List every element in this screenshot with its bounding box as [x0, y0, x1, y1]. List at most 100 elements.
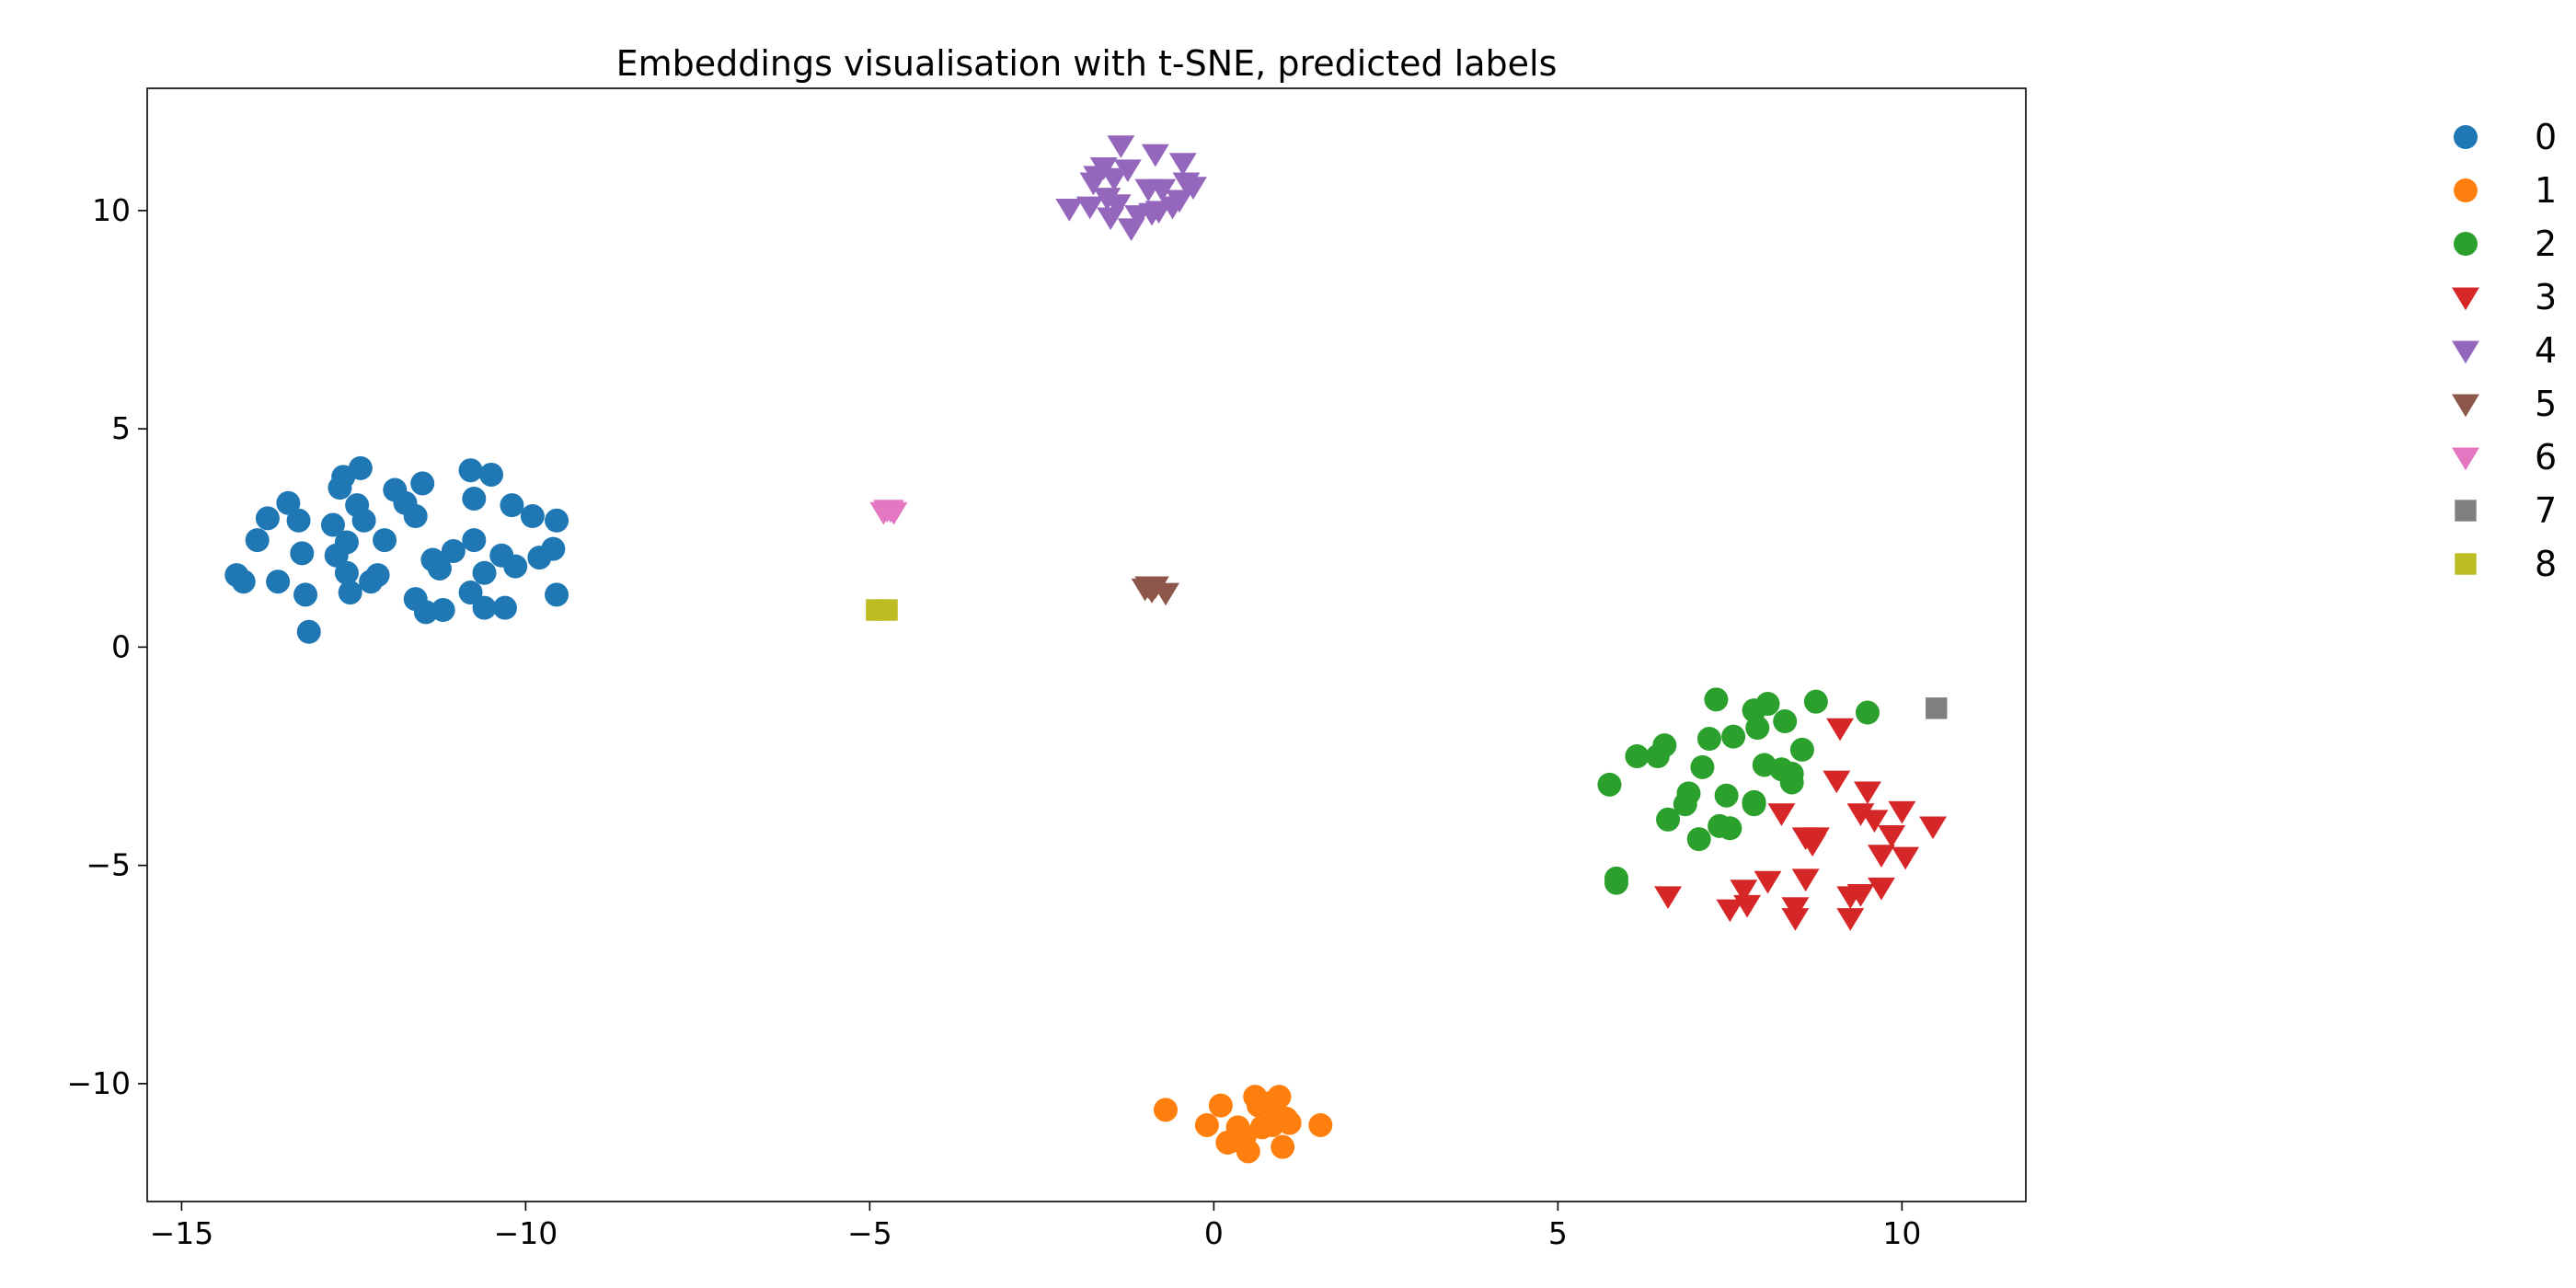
data-point-series-3 [1823, 770, 1851, 794]
data-point-series-0 [351, 508, 376, 533]
data-point-series-2 [1704, 687, 1729, 712]
data-point-series-3 [1919, 816, 1947, 840]
data-point-series-0 [545, 582, 569, 607]
data-point-series-0 [296, 619, 321, 644]
data-point-series-0 [503, 554, 528, 579]
data-point-series-2 [1696, 727, 1721, 752]
legend-item-3: 3 [2452, 277, 2557, 317]
x-tick-label: 10 [1882, 1215, 1921, 1251]
data-point-series-0 [348, 455, 373, 480]
legend-label-7: 7 [2535, 490, 2557, 531]
data-point-series-4 [1055, 199, 1084, 222]
data-point-series-0 [520, 504, 545, 529]
data-point-series-2 [1676, 781, 1701, 806]
legend-label-2: 2 [2535, 224, 2557, 264]
data-point-series-4 [1138, 202, 1167, 226]
data-point-series-2 [1656, 807, 1681, 832]
data-point-series-0 [427, 556, 452, 581]
data-point-series-0 [365, 563, 390, 588]
data-point-series-2 [1686, 827, 1711, 852]
series-3-group [1654, 718, 1947, 931]
data-point-series-2 [1652, 733, 1677, 758]
data-point-series-2 [1773, 709, 1798, 734]
data-point-series-0 [545, 508, 569, 533]
legend-item-6: 6 [2452, 437, 2557, 477]
points-layer [224, 135, 1948, 1164]
data-point-series-0 [441, 538, 466, 563]
series-8-group [866, 599, 898, 621]
data-point-series-8 [876, 599, 898, 621]
data-point-series-1 [1154, 1098, 1179, 1122]
data-point-series-3 [1888, 800, 1916, 824]
data-point-series-1 [1267, 1085, 1292, 1110]
data-point-series-3 [1781, 908, 1810, 931]
data-point-series-0 [231, 569, 256, 594]
data-point-series-0 [276, 490, 301, 515]
data-point-series-0 [500, 493, 524, 518]
data-point-series-2 [1718, 816, 1742, 841]
data-point-series-3 [1836, 908, 1865, 931]
data-point-series-1 [1277, 1110, 1302, 1135]
data-point-series-0 [286, 508, 311, 533]
data-point-series-0 [458, 581, 483, 605]
data-point-series-5 [1152, 582, 1179, 606]
series-6-group [869, 500, 908, 525]
series-0-group [224, 455, 569, 644]
data-point-series-3 [1854, 781, 1881, 805]
data-point-series-2 [1721, 724, 1746, 749]
data-point-series-0 [431, 598, 455, 623]
data-point-series-2 [1597, 772, 1622, 797]
data-point-series-4 [1113, 159, 1142, 182]
data-point-series-1 [1308, 1112, 1333, 1137]
y-tick-label: −5 [86, 847, 131, 883]
legend-label-5: 5 [2535, 384, 2557, 424]
legend-label-4: 4 [2535, 330, 2557, 371]
data-point-series-4 [1099, 167, 1128, 191]
legend-label-0: 0 [2535, 117, 2557, 157]
data-point-series-0 [458, 458, 483, 483]
legend-item-8: 8 [2455, 544, 2557, 584]
x-tick-label: −15 [150, 1215, 214, 1251]
legend-item-2: 2 [2454, 224, 2557, 264]
series-1-group [1154, 1085, 1333, 1164]
data-point-series-3 [1730, 880, 1758, 903]
x-tick-label: −5 [847, 1215, 892, 1251]
y-tick-label: −10 [66, 1065, 131, 1101]
legend-marker-3 [2452, 287, 2479, 311]
data-point-series-0 [320, 512, 345, 537]
data-point-series-0 [403, 504, 428, 529]
data-point-series-0 [293, 582, 318, 607]
data-point-series-2 [1714, 783, 1739, 808]
data-point-series-3 [1878, 824, 1906, 848]
legend-label-3: 3 [2535, 277, 2557, 317]
y-tick-label: 10 [92, 192, 131, 228]
data-point-series-0 [462, 487, 487, 512]
legend-marker-7 [2455, 500, 2477, 522]
data-point-series-2 [1604, 870, 1628, 895]
data-point-series-3 [1654, 886, 1682, 910]
legend-item-1: 1 [2454, 170, 2557, 211]
legend-item-0: 0 [2454, 117, 2557, 157]
y-axis: −10 −5 0 5 10 [66, 192, 147, 1101]
data-point-series-0 [338, 581, 362, 605]
data-point-series-0 [472, 560, 497, 585]
data-point-series-0 [245, 528, 270, 553]
data-point-series-3 [1767, 803, 1796, 826]
legend-label-6: 6 [2535, 437, 2557, 477]
data-point-series-2 [1690, 754, 1715, 779]
plot-frame [146, 87, 2027, 1202]
legend-marker-1 [2454, 178, 2478, 202]
data-point-series-0 [541, 536, 566, 561]
legend-marker-0 [2454, 125, 2478, 149]
data-point-series-3 [1860, 810, 1889, 834]
legend-marker-5 [2452, 394, 2479, 418]
series-2-group [1597, 687, 1880, 895]
x-tick-label: −10 [494, 1215, 558, 1251]
data-point-series-2 [1755, 692, 1780, 717]
legend-label-8: 8 [2535, 544, 2557, 584]
legend-item-4: 4 [2452, 330, 2557, 371]
data-point-series-3 [1846, 803, 1875, 826]
data-point-series-3 [1791, 868, 1820, 892]
data-point-series-0 [410, 471, 435, 496]
